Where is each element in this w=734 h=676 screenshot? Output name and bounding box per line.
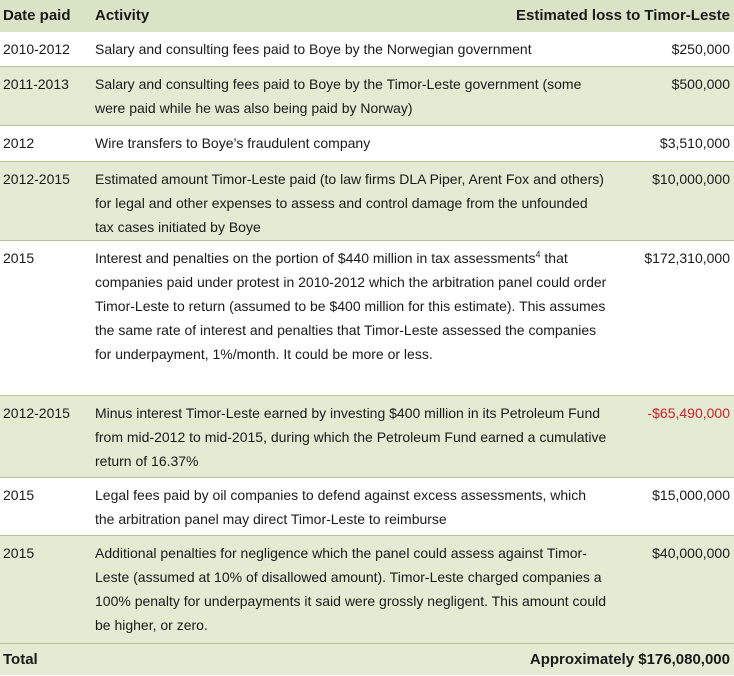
activity-cell: Salary and consulting fees paid to Boye … [92, 32, 610, 67]
date-cell: 2015 [0, 535, 92, 644]
total-row: Total Approximately $176,080,000 [0, 643, 734, 675]
total-label: Total [0, 643, 92, 675]
header-amount: Estimated loss to Timor-Leste [516, 0, 734, 32]
amount-cell: $500,000 [610, 66, 734, 126]
table-row: 2015 Legal fees paid by oil companies to … [0, 477, 734, 536]
header-row: Date paid Activity Estimated loss to Tim… [0, 0, 734, 32]
amount-cell: $15,000,000 [610, 477, 734, 536]
date-cell: 2011-2013 [0, 66, 92, 126]
amount-cell: $10,000,000 [610, 161, 734, 241]
footnote-ref: 4 [535, 248, 541, 259]
date-cell: 2012-2015 [0, 395, 92, 478]
total-amount: Approximately $176,080,000 [92, 643, 734, 675]
activity-cell: Salary and consulting fees paid to Boye … [92, 66, 610, 126]
header-activity: Activity [92, 0, 610, 32]
table-row: 2015 Interest and penalties on the portio… [0, 240, 734, 396]
date-cell: 2012 [0, 125, 92, 162]
table-row: 2010-2012 Salary and consulting fees paid… [0, 32, 734, 67]
date-cell: 2015 [0, 240, 92, 396]
table-row: 2012 Wire transfers to Boye’s fraudulent … [0, 125, 734, 162]
activity-cell: Additional penalties for negligence whic… [92, 535, 610, 644]
header-date: Date paid [0, 0, 92, 32]
activity-text: Interest and penalties on the portion of… [95, 249, 536, 266]
amount-cell: $3,510,000 [610, 125, 734, 162]
amount-cell: $250,000 [610, 32, 734, 67]
activity-text: that companies paid under protest in 201… [95, 249, 607, 362]
amount-cell: -$65,490,000 [610, 395, 734, 478]
table-row: 2011-2013 Salary and consulting fees paid… [0, 66, 734, 126]
activity-cell: Estimated amount Timor-Leste paid (to la… [92, 161, 610, 241]
amount-cell: $172,310,000 [610, 240, 734, 396]
activity-cell: Interest and penalties on the portion of… [92, 240, 610, 396]
date-cell: 2010-2012 [0, 32, 92, 67]
table-row: 2012-2015 Minus interest Timor-Leste earn… [0, 395, 734, 478]
table-row: 2015 Additional penalties for negligence … [0, 535, 734, 644]
activity-cell: Wire transfers to Boye’s fraudulent comp… [92, 125, 610, 162]
date-cell: 2012-2015 [0, 161, 92, 241]
activity-cell: Legal fees paid by oil companies to defe… [92, 477, 610, 536]
table-row: 2012-2015 Estimated amount Timor-Leste pa… [0, 161, 734, 241]
date-cell: 2015 [0, 477, 92, 536]
amount-cell: $40,000,000 [610, 535, 734, 644]
activity-cell: Minus interest Timor-Leste earned by inv… [92, 395, 610, 478]
